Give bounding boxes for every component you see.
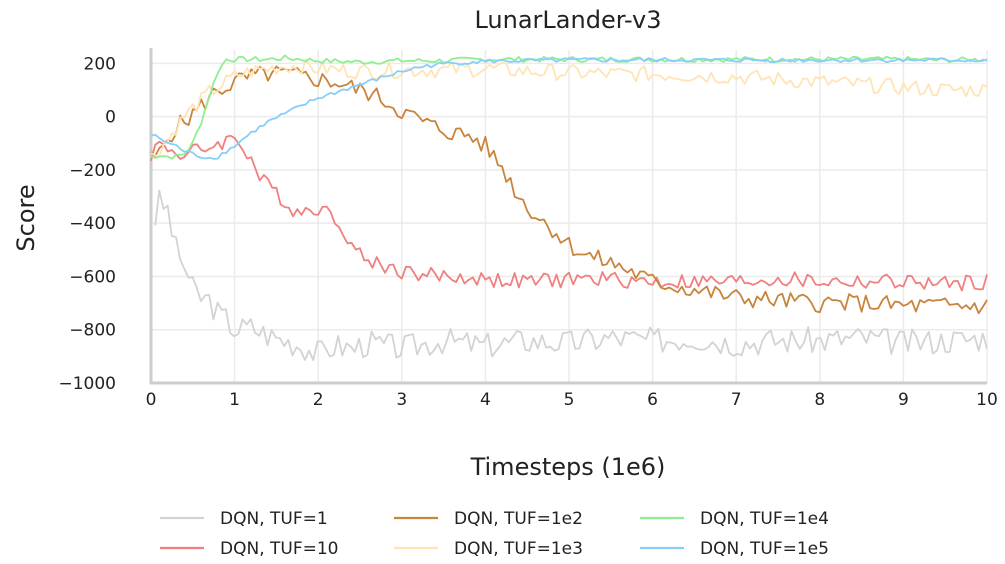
x-tick-label: 7 [731,390,742,410]
y-tick-label: −800 [69,321,116,341]
x-tick-label: 10 [976,390,998,410]
legend-label: DQN, TUF=1e3 [454,539,583,559]
series-line [150,57,988,160]
x-tick-label: 9 [898,390,909,410]
x-tick-label: 8 [814,390,825,410]
y-tick-label: −400 [69,214,116,234]
x-tick-label: 6 [647,390,658,410]
x-tick-label: 1 [229,390,240,410]
y-tick-label: −600 [69,267,116,287]
tick-labels: 0 1 2 3 4 5 6 7 8 9 10 −1000 −800 −600 −400 −200 0 200 [58,54,997,410]
chart-title: LunarLander-v3 [474,6,661,34]
x-tick-label: 2 [313,390,324,410]
legend-label: DQN, TUF=1e2 [454,509,583,529]
x-tick-label: 4 [480,390,491,410]
legend-label: DQN, TUF=1e5 [700,539,829,559]
legend-label: DQN, TUF=10 [220,539,338,559]
y-tick-label: −200 [69,161,116,181]
y-axis-label: Score [12,184,40,251]
y-tick-label: 200 [84,54,116,74]
series-line [154,189,988,361]
y-tick-label: −1000 [58,374,116,394]
series-line [150,58,988,157]
x-tick-label: 0 [146,390,157,410]
y-tick-label: 0 [105,108,116,128]
legend: DQN, TUF=1 DQN, TUF=10 DQN, TUF=1e2 DQN, TU… [160,509,829,559]
x-axis-label: Timesteps (1e6) [470,453,666,481]
axes [149,48,987,385]
x-tick-label: 3 [396,390,407,410]
legend-label: DQN, TUF=1 [220,509,328,529]
series-lines [150,54,988,361]
legend-label: DQN, TUF=1e4 [700,509,829,529]
series-line [150,54,988,160]
x-tick-label: 5 [564,390,575,410]
series-line [150,134,988,292]
